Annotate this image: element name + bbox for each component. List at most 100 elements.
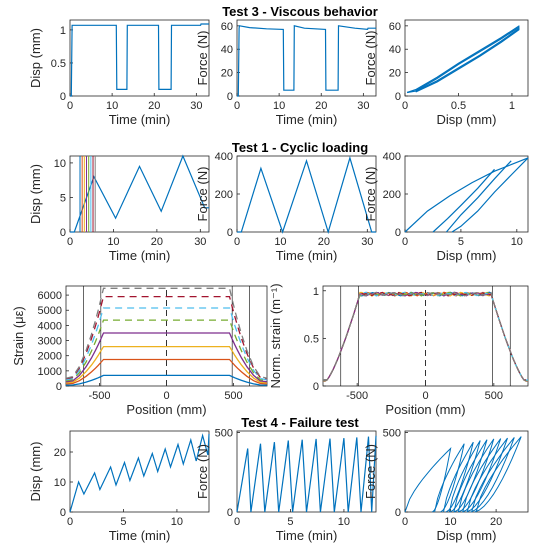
series-line [404, 157, 529, 233]
x-tick-label: 5 [287, 516, 293, 528]
y-tick-label: 500 [215, 428, 233, 440]
y-tick-label: 10 [54, 477, 66, 489]
series-line [415, 26, 520, 92]
panel-test3-disp-time: 0 10 20 30 0 0.5 1 Time (min) Disp (mm) [28, 19, 210, 127]
axes-box [236, 19, 377, 97]
x-axis-label: Disp (mm) [437, 528, 497, 543]
panel-test3-force-disp: 0 0.5 1 0 20 40 60 Disp (mm) Force (N) [363, 19, 529, 127]
series-line-orange [65, 358, 268, 385]
x-axis-label: Time (min) [109, 528, 171, 543]
y-tick-label: 0 [227, 227, 233, 239]
y-axis-label: Force (N) [195, 31, 210, 86]
series-line-blue [65, 374, 268, 386]
x-tick-label: 10 [171, 516, 183, 528]
y-tick-label: 0 [227, 507, 233, 519]
x-tick-label: 20 [315, 100, 327, 112]
series-line [451, 157, 529, 233]
x-tick-label: 0 [422, 390, 428, 402]
hysteresis-loop [434, 443, 465, 513]
y-axis-label: Force (N) [195, 444, 210, 499]
y-tick-label: 6000 [38, 290, 62, 302]
x-tick-label: 5 [120, 516, 126, 528]
y-tick-label: 1 [60, 25, 66, 37]
y-axis-label: Force (N) [363, 444, 378, 499]
x-tick-label: 1 [509, 100, 515, 112]
y-tick-label: 10 [54, 158, 66, 170]
x-tick-label: 30 [357, 100, 369, 112]
series-line-gray [323, 291, 528, 381]
x-tick-label: 0 [402, 100, 408, 112]
series-line [69, 433, 210, 513]
y-axis-label: Force (N) [195, 167, 210, 222]
x-tick-label: 0 [234, 236, 240, 248]
section-title-test4: Test 4 - Failure test [241, 415, 359, 430]
panel-test4-force-disp: 0 10 20 0 500 Disp (mm) Force (N) [363, 428, 529, 543]
x-tick-label: 0 [402, 236, 408, 248]
y-tick-label: 0 [395, 227, 401, 239]
series-line [445, 160, 512, 233]
y-axis-label: Strain (με) [11, 306, 26, 366]
x-tick-label: 0 [234, 100, 240, 112]
y-tick-label: 1 [313, 286, 319, 298]
y-tick-label: 1000 [38, 366, 62, 378]
y-axis-label: Disp (mm) [28, 164, 43, 224]
y-tick-label: 40 [221, 44, 233, 56]
x-axis-label: Disp (mm) [437, 112, 497, 127]
y-tick-label: 200 [215, 189, 233, 201]
y-tick-label: 60 [221, 21, 233, 33]
y-tick-label: 20 [221, 68, 233, 80]
y-tick-label: 0 [60, 507, 66, 519]
y-tick-label: 0 [60, 91, 66, 103]
x-axis-label: Time (min) [276, 528, 338, 543]
section-title-test3: Test 3 - Viscous behavior [222, 4, 378, 19]
x-tick-label: 0 [234, 516, 240, 528]
x-axis-label: Position (mm) [385, 402, 465, 417]
x-axis-label: Time (min) [109, 248, 171, 263]
panel-test4-force-time: 0 5 10 0 500 Time (min) Force (N) [195, 428, 377, 543]
y-axis-label: Force (N) [363, 31, 378, 86]
series-line [70, 23, 209, 97]
panel-test1-force-time: 0 10 20 30 0 200 400 Time (min) Force (N) [195, 151, 377, 263]
y-axis-label: Disp (mm) [28, 28, 43, 88]
y-tick-label: 60 [389, 21, 401, 33]
x-axis-label: Time (min) [109, 112, 171, 127]
series-line [70, 154, 209, 233]
y-axis-label: Norm. strain (m⁻¹) [268, 283, 283, 388]
x-tick-label: 30 [194, 236, 206, 248]
x-tick-label: 5 [458, 236, 464, 248]
panel-test4-disp-time: 0 5 10 0 10 20 Time (min) Disp (mm) [28, 430, 210, 543]
x-tick-label: 10 [106, 100, 118, 112]
panel-strain-position: -500 0 5000100020003000400050006000Positio… [11, 285, 268, 417]
series-line [237, 155, 376, 235]
y-tick-label: 0 [56, 381, 62, 393]
y-tick-label: 400 [383, 151, 401, 163]
axes-box [69, 430, 210, 513]
x-tick-label: 20 [318, 236, 330, 248]
x-tick-label: 0 [67, 100, 73, 112]
y-tick-label: 0 [227, 91, 233, 103]
series-line-yellow [65, 345, 268, 384]
y-tick-label: 0.5 [304, 333, 319, 345]
x-tick-label: 500 [485, 390, 503, 402]
x-axis-label: Position (mm) [126, 402, 206, 417]
panel-norm-strain-position: -500 0 500 0 0.5 1 Position (mm) Norm. strain (… [268, 283, 529, 417]
y-tick-label: 400 [215, 151, 233, 163]
hysteresis-loop [404, 447, 452, 513]
x-tick-label: 500 [224, 390, 242, 402]
x-tick-label: 10 [107, 236, 119, 248]
y-tick-label: 3000 [38, 336, 62, 348]
x-tick-label: -500 [88, 390, 110, 402]
x-tick-label: 20 [148, 100, 160, 112]
x-tick-label: 20 [490, 516, 502, 528]
y-tick-label: 4000 [38, 320, 62, 332]
y-tick-label: 500 [383, 428, 401, 440]
axes-box [236, 430, 377, 513]
x-tick-label: 0 [163, 390, 169, 402]
x-axis-label: Time (min) [276, 112, 338, 127]
x-tick-label: -500 [346, 390, 368, 402]
y-tick-label: 5 [60, 192, 66, 204]
x-tick-label: 0 [67, 516, 73, 528]
y-tick-label: 20 [389, 68, 401, 80]
